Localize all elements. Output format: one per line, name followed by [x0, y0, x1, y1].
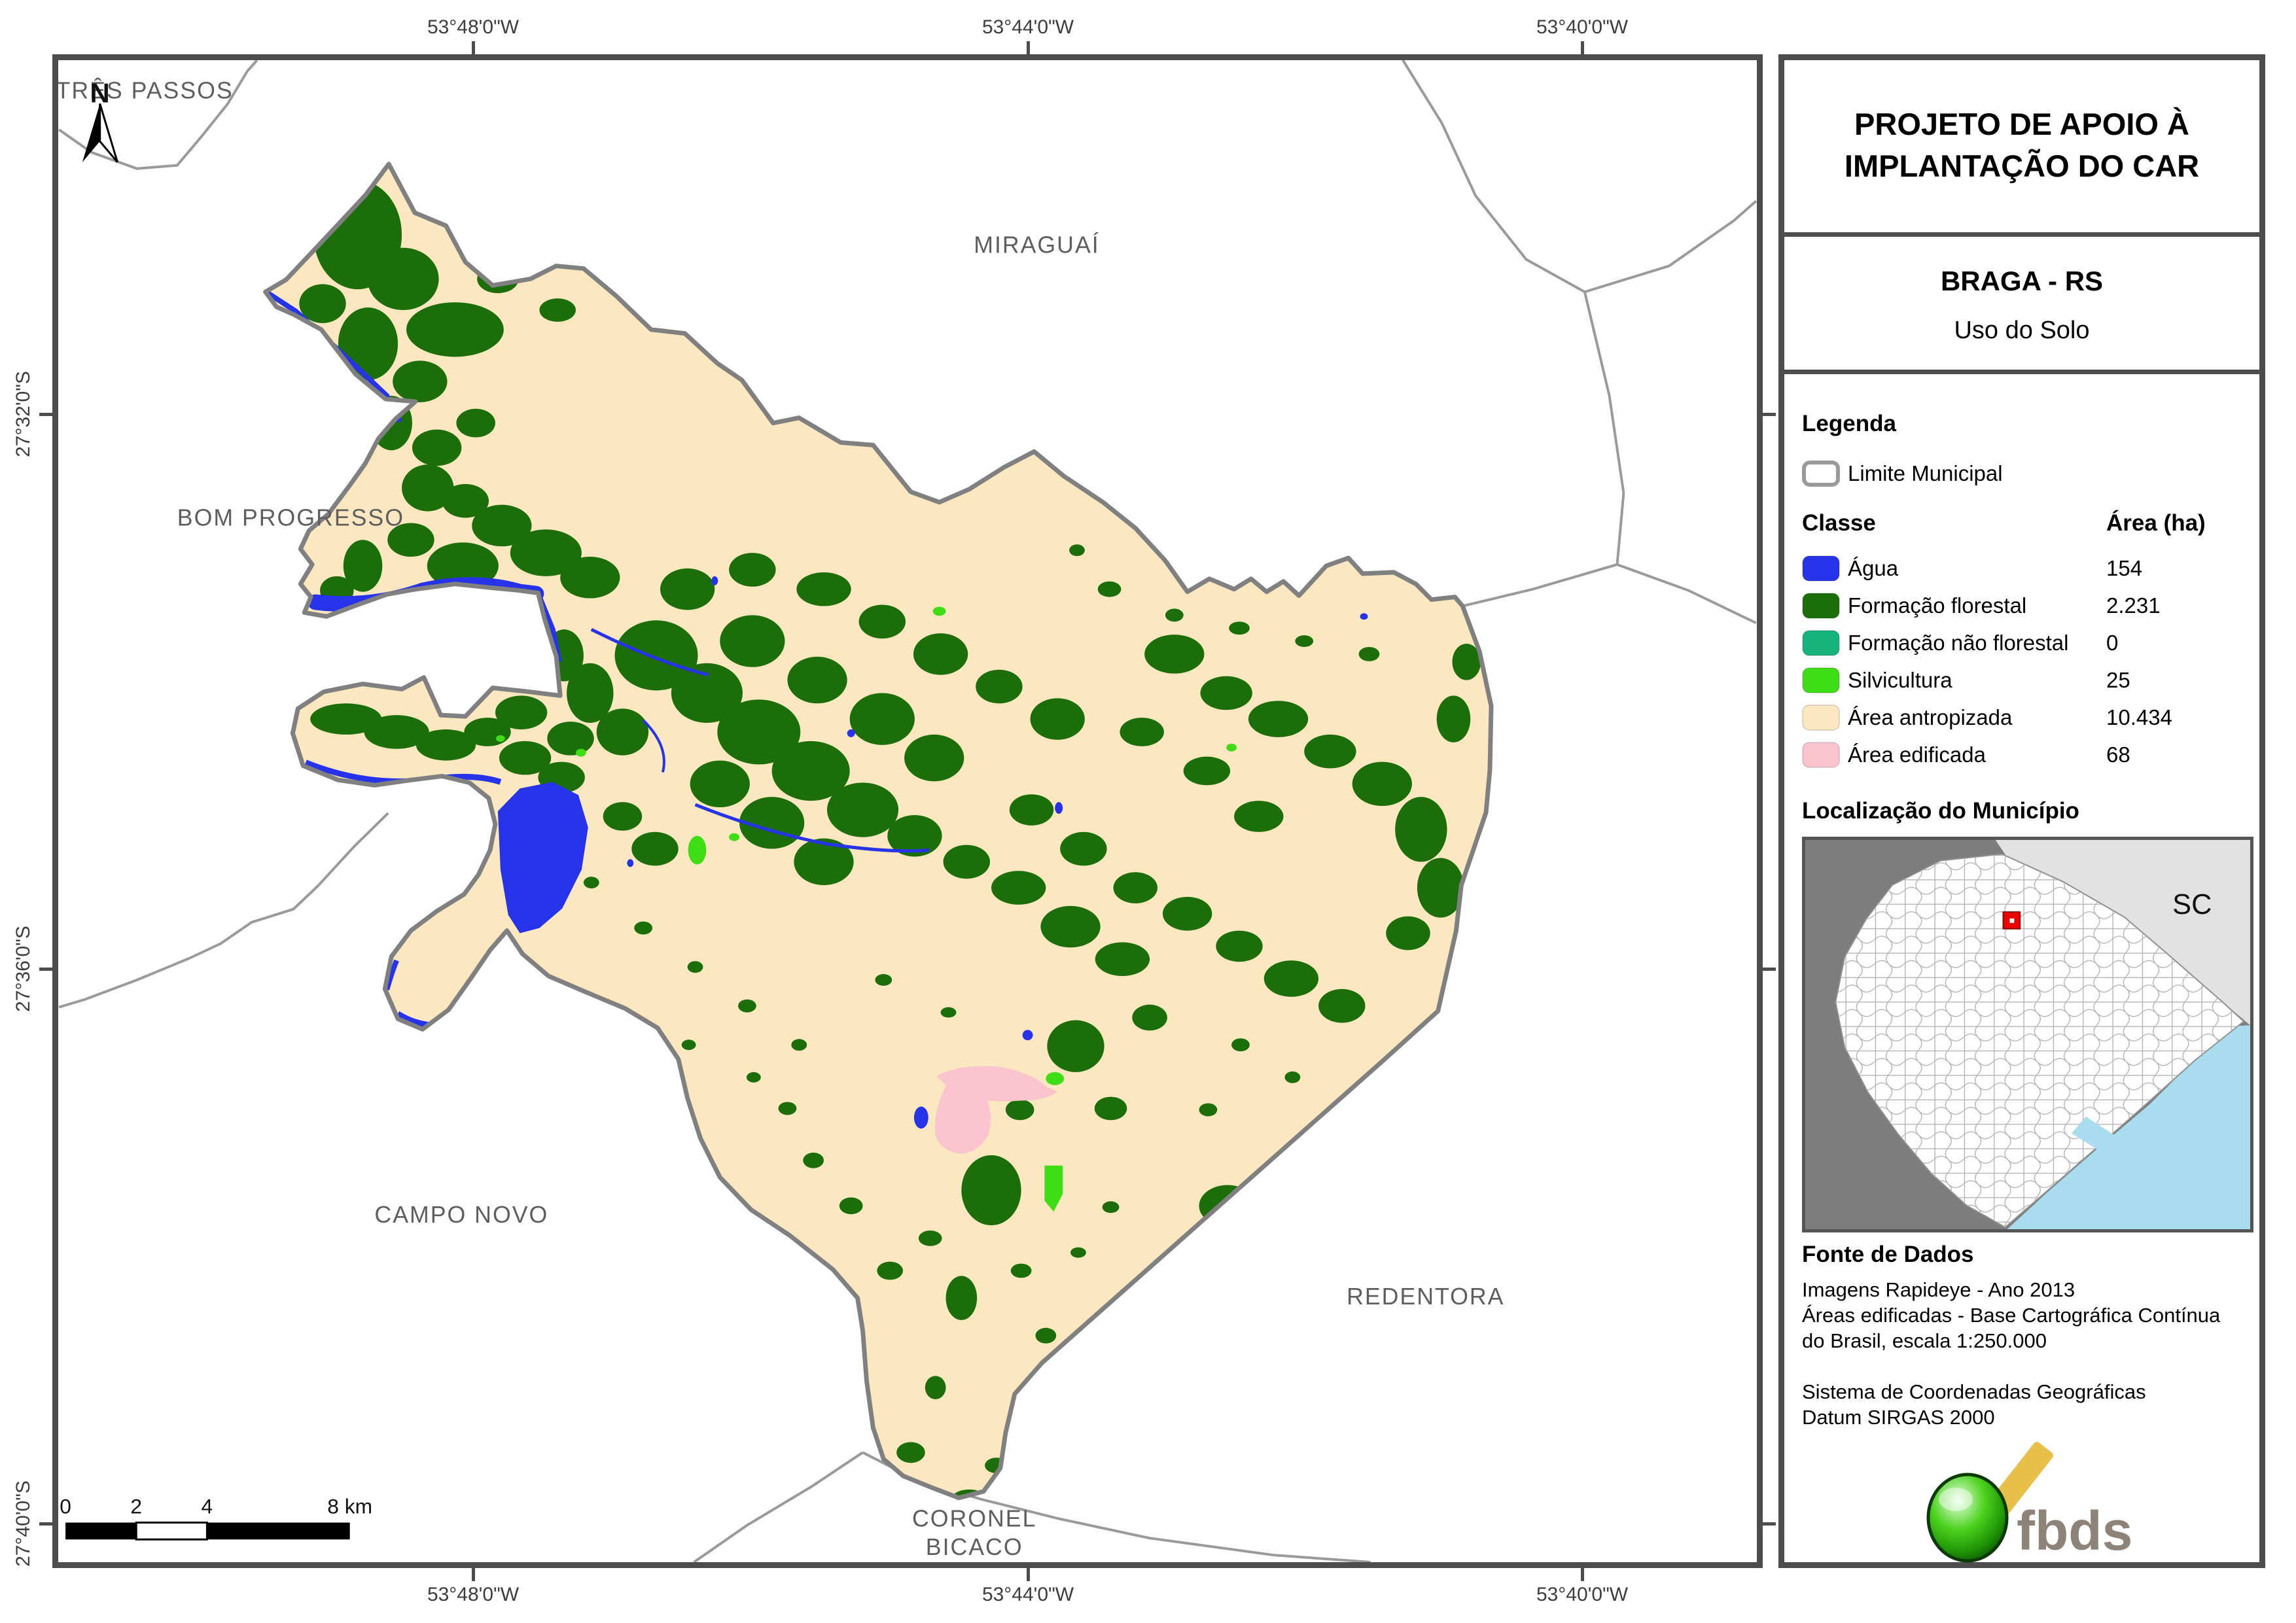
legend-area: 154 — [2106, 556, 2143, 580]
panel-divider-1 — [1784, 232, 2259, 237]
label-tres-passos: TRÊS PASSOS — [58, 78, 234, 104]
info-panel: PROJETO DE APOIO À IMPLANTAÇÃO DO CAR BR… — [1778, 54, 2265, 1568]
lat-label-1: 27°32'0"S — [12, 371, 34, 457]
tick-left-3 — [39, 1522, 52, 1526]
silvicultura-swatch — [1802, 667, 1840, 693]
scale-8km: 8 km — [327, 1495, 372, 1518]
source-line-4: Sistema de Coordenadas Geográficas — [1802, 1380, 2146, 1403]
tick-bottom-2 — [1027, 1568, 1030, 1581]
inset-ocean — [2007, 1025, 2250, 1229]
nao-florestal-swatch — [1802, 630, 1840, 656]
source-line-2: Áreas edificadas - Base Cartográfica Con… — [1802, 1304, 2221, 1327]
limite-municipal-label: Limite Municipal — [1848, 461, 2003, 485]
legend-area: 0 — [2106, 631, 2119, 655]
label-miraguai: MIRAGUAÍ — [974, 232, 1099, 258]
legend-row-florestal: Formação florestal 2.231 — [1802, 591, 2161, 620]
lat-label-3: 27°40'0"S — [12, 1480, 34, 1567]
fbds-logo: fbds — [1926, 1442, 2132, 1563]
lon-label-top-2: 53°44'0"W — [981, 16, 1074, 38]
inset-marker-core — [2009, 918, 2015, 923]
municipality-name: BRAGA - RS — [1940, 266, 2104, 296]
source-line-5: Datum SIRGAS 2000 — [1802, 1406, 1995, 1429]
label-coronel-bicaco-1: CORONEL — [912, 1505, 1036, 1531]
label-redentora: REDENTORA — [1347, 1283, 1504, 1310]
tick-right-2 — [1763, 968, 1776, 971]
legend-row-nao-florestal: Formação não florestal 0 — [1802, 629, 2118, 657]
legend-name: Formação florestal — [1848, 593, 2027, 618]
tick-top-2 — [1027, 41, 1030, 54]
lon-label-bottom-2: 53°44'0"W — [981, 1584, 1074, 1605]
location-heading: Localização do Município — [1802, 798, 2079, 824]
agua-swatch — [1802, 555, 1840, 582]
source-line-3: do Brasil, escala 1:250.000 — [1802, 1329, 2047, 1352]
legend-col-area: Área (ha) — [2106, 510, 2206, 536]
label-bom-progresso: BOM PROGRESSO — [177, 504, 404, 531]
formacao-florestal-patches — [299, 180, 1481, 1498]
limite-municipal-swatch — [1802, 461, 1840, 487]
tick-top-1 — [472, 41, 475, 54]
legend-row-antropizada: Área antropizada 10.434 — [1802, 703, 2172, 732]
scale-0: 0 — [60, 1495, 71, 1518]
label-coronel-bicaco-2: BICACO — [926, 1534, 1023, 1560]
tick-bottom-1 — [472, 1568, 475, 1581]
legend-name: Formação não florestal — [1848, 631, 2069, 655]
label-campo-novo: CAMPO NOVO — [374, 1202, 548, 1228]
legend-row-silvicultura: Silvicultura 25 — [1802, 666, 2130, 695]
project-title-line2: IMPLANTAÇÃO DO CAR — [1844, 148, 2200, 183]
north-arrow-icon: N — [82, 77, 118, 163]
lon-label-top-3: 53°40'0"W — [1536, 16, 1629, 38]
north-label: N — [90, 77, 110, 108]
limite-municipal-outline — [263, 162, 1494, 1501]
area-edificada — [935, 1066, 1058, 1154]
legend-area: 10.434 — [2106, 705, 2172, 729]
legend-area: 2.231 — [2106, 593, 2161, 618]
tick-left-1 — [39, 413, 52, 416]
map-subtitle: Uso do Solo — [1954, 317, 2090, 344]
legend-name: Área antropizada — [1848, 705, 2013, 729]
antropizada-swatch — [1802, 705, 1840, 731]
edificada-swatch — [1802, 742, 1840, 768]
tick-bottom-3 — [1581, 1568, 1584, 1581]
tick-right-1 — [1763, 413, 1776, 416]
legend-col-classe: Classe — [1802, 510, 1876, 536]
scale-bar: 0 2 4 8 km — [60, 1495, 372, 1541]
legend-limite-row: Limite Municipal — [1802, 459, 2003, 488]
legend-row-agua: Água 154 — [1802, 554, 2142, 583]
legend-area: 68 — [2106, 742, 2130, 767]
project-title: PROJETO DE APOIO À IMPLANTAÇÃO DO CAR — [1784, 103, 2259, 187]
logo-sphere — [1926, 1473, 2009, 1563]
inset-lagoon — [2072, 1116, 2128, 1158]
lon-label-bottom-1: 53°48'0"W — [427, 1584, 520, 1605]
inset-sc-label: SC — [2172, 889, 2212, 920]
logo-sphere-highlight — [1939, 1488, 1973, 1511]
scale-2: 2 — [130, 1495, 142, 1518]
legend-area: 25 — [2106, 668, 2130, 692]
legend-name: Silvicultura — [1848, 668, 1952, 692]
legend-name: Área edificada — [1848, 742, 1986, 767]
florestal-swatch — [1802, 593, 1840, 619]
state-locator-inset: SC — [1802, 837, 2253, 1232]
map-frame: TRÊS PASSOS MIRAGUAÍ BOM PROGRESSO CAMPO… — [52, 54, 1763, 1568]
source-heading: Fonte de Dados — [1802, 1242, 1974, 1267]
inset-sc-region — [1995, 840, 2250, 1026]
scale-4: 4 — [202, 1495, 213, 1518]
panel-divider-2 — [1784, 370, 2259, 374]
tick-top-3 — [1581, 41, 1584, 54]
lon-label-bottom-3: 53°40'0"W — [1536, 1584, 1629, 1605]
legend-row-edificada: Área edificada 68 — [1802, 741, 2130, 769]
source-line-1: Imagens Rapideye - Ano 2013 — [1802, 1278, 2075, 1301]
tick-left-2 — [39, 968, 52, 971]
lat-label-2: 27°36'0"S — [12, 926, 34, 1012]
legend-name: Água — [1848, 556, 1899, 580]
silvicultura-patches — [495, 565, 1466, 1212]
logo-text: fbds — [2017, 1500, 2132, 1562]
land-use-map: TRÊS PASSOS MIRAGUAÍ BOM PROGRESSO CAMPO… — [58, 60, 1757, 1562]
lon-label-top-1: 53°48'0"W — [427, 16, 520, 38]
project-title-line1: PROJETO DE APOIO À — [1854, 107, 2189, 141]
legend-heading: Legenda — [1802, 411, 1896, 436]
tick-right-3 — [1763, 1522, 1776, 1526]
inset-rs-state — [1835, 853, 2245, 1229]
